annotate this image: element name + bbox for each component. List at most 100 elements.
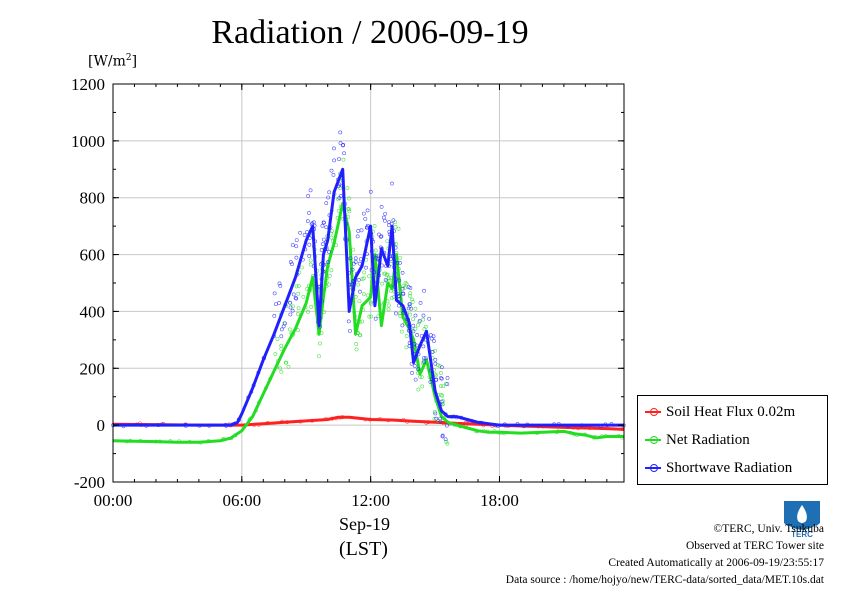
data-point (351, 247, 356, 252)
data-point (432, 339, 436, 343)
data-point (341, 143, 346, 147)
data-point (390, 181, 394, 186)
data-point (413, 326, 418, 331)
data-point (356, 278, 361, 282)
data-point (389, 296, 394, 301)
data-point (417, 319, 422, 323)
x-tick-label: 18:00 (480, 491, 519, 510)
data-point (320, 242, 325, 247)
data-point (288, 312, 293, 317)
credit-site: Observed at TERC Tower site (685, 540, 824, 552)
data-point (356, 229, 361, 233)
data-point (367, 274, 372, 279)
data-point (422, 360, 426, 365)
data-point (290, 308, 295, 313)
data-point (404, 334, 409, 339)
chart-series-layer (111, 130, 626, 446)
data-point (369, 301, 373, 306)
data-point (398, 260, 402, 265)
y-tick-label: 200 (80, 359, 106, 378)
y-tick-label: 600 (80, 246, 106, 265)
data-point (408, 291, 413, 296)
data-point (385, 272, 390, 277)
data-point (408, 294, 412, 298)
x-axis-timezone-label: (LST) (339, 538, 388, 560)
data-point (308, 258, 313, 263)
data-point (396, 226, 401, 231)
legend-label: Shortwave Radiation (666, 459, 793, 476)
data-point (288, 260, 293, 264)
data-point (283, 321, 287, 326)
data-point (443, 437, 448, 442)
data-point (382, 218, 387, 223)
data-point (440, 433, 445, 438)
data-point (277, 281, 282, 286)
data-point (278, 366, 283, 371)
data-point (383, 211, 388, 216)
data-point (288, 305, 293, 310)
data-point (394, 311, 398, 316)
data-point (386, 307, 391, 312)
data-point (309, 304, 314, 309)
data-point (296, 306, 301, 311)
data-point (322, 220, 326, 225)
data-point (326, 249, 331, 254)
data-point (356, 282, 361, 287)
data-point (379, 234, 384, 239)
data-point (326, 195, 331, 200)
x-tick-label: 00:00 (94, 491, 133, 510)
data-point (385, 239, 390, 244)
data-point (413, 306, 418, 311)
data-point (338, 130, 343, 135)
data-point (411, 329, 416, 334)
data-point (365, 293, 370, 298)
series-soil-heat-flux-0-02m (112, 415, 625, 431)
data-point (400, 270, 405, 275)
data-point (294, 244, 299, 249)
data-point (367, 314, 372, 319)
data-point (445, 382, 450, 387)
data-point (401, 291, 405, 296)
y-tick-label: -200 (74, 473, 105, 492)
data-point (360, 319, 365, 324)
data-point (342, 151, 346, 156)
credit-created: Created Automatically at 2006-09-19/23:5… (608, 557, 824, 569)
data-point (406, 285, 411, 290)
data-point (383, 278, 388, 282)
credit-copyright: ©TERC, Univ. Tsukuba (713, 523, 824, 535)
data-point (347, 328, 352, 333)
data-point (277, 301, 281, 305)
data-point (308, 262, 313, 267)
data-point (331, 173, 336, 177)
data-point (439, 376, 443, 380)
data-point (354, 342, 359, 346)
data-point (273, 352, 278, 357)
data-point (412, 364, 417, 368)
data-point (404, 345, 409, 350)
data-point (301, 294, 306, 299)
data-point (411, 317, 416, 322)
data-point (423, 356, 428, 361)
data-point (299, 265, 304, 270)
data-point (279, 343, 284, 348)
data-point (322, 237, 326, 242)
data-point (290, 262, 294, 267)
data-point (432, 417, 437, 421)
data-point (441, 384, 446, 389)
data-point (273, 302, 278, 306)
data-point (420, 384, 425, 389)
chart-grid (112, 83, 624, 483)
data-point (365, 208, 370, 213)
data-point (393, 224, 398, 229)
data-point (279, 334, 284, 339)
data-point (430, 349, 435, 354)
data-point (444, 423, 449, 428)
data-point (439, 365, 444, 370)
data-point (410, 371, 414, 375)
data-point (345, 186, 350, 191)
data-point (427, 316, 432, 321)
data-point (409, 306, 414, 311)
data-point (422, 355, 426, 360)
data-point (357, 299, 362, 304)
data-point (290, 243, 295, 247)
